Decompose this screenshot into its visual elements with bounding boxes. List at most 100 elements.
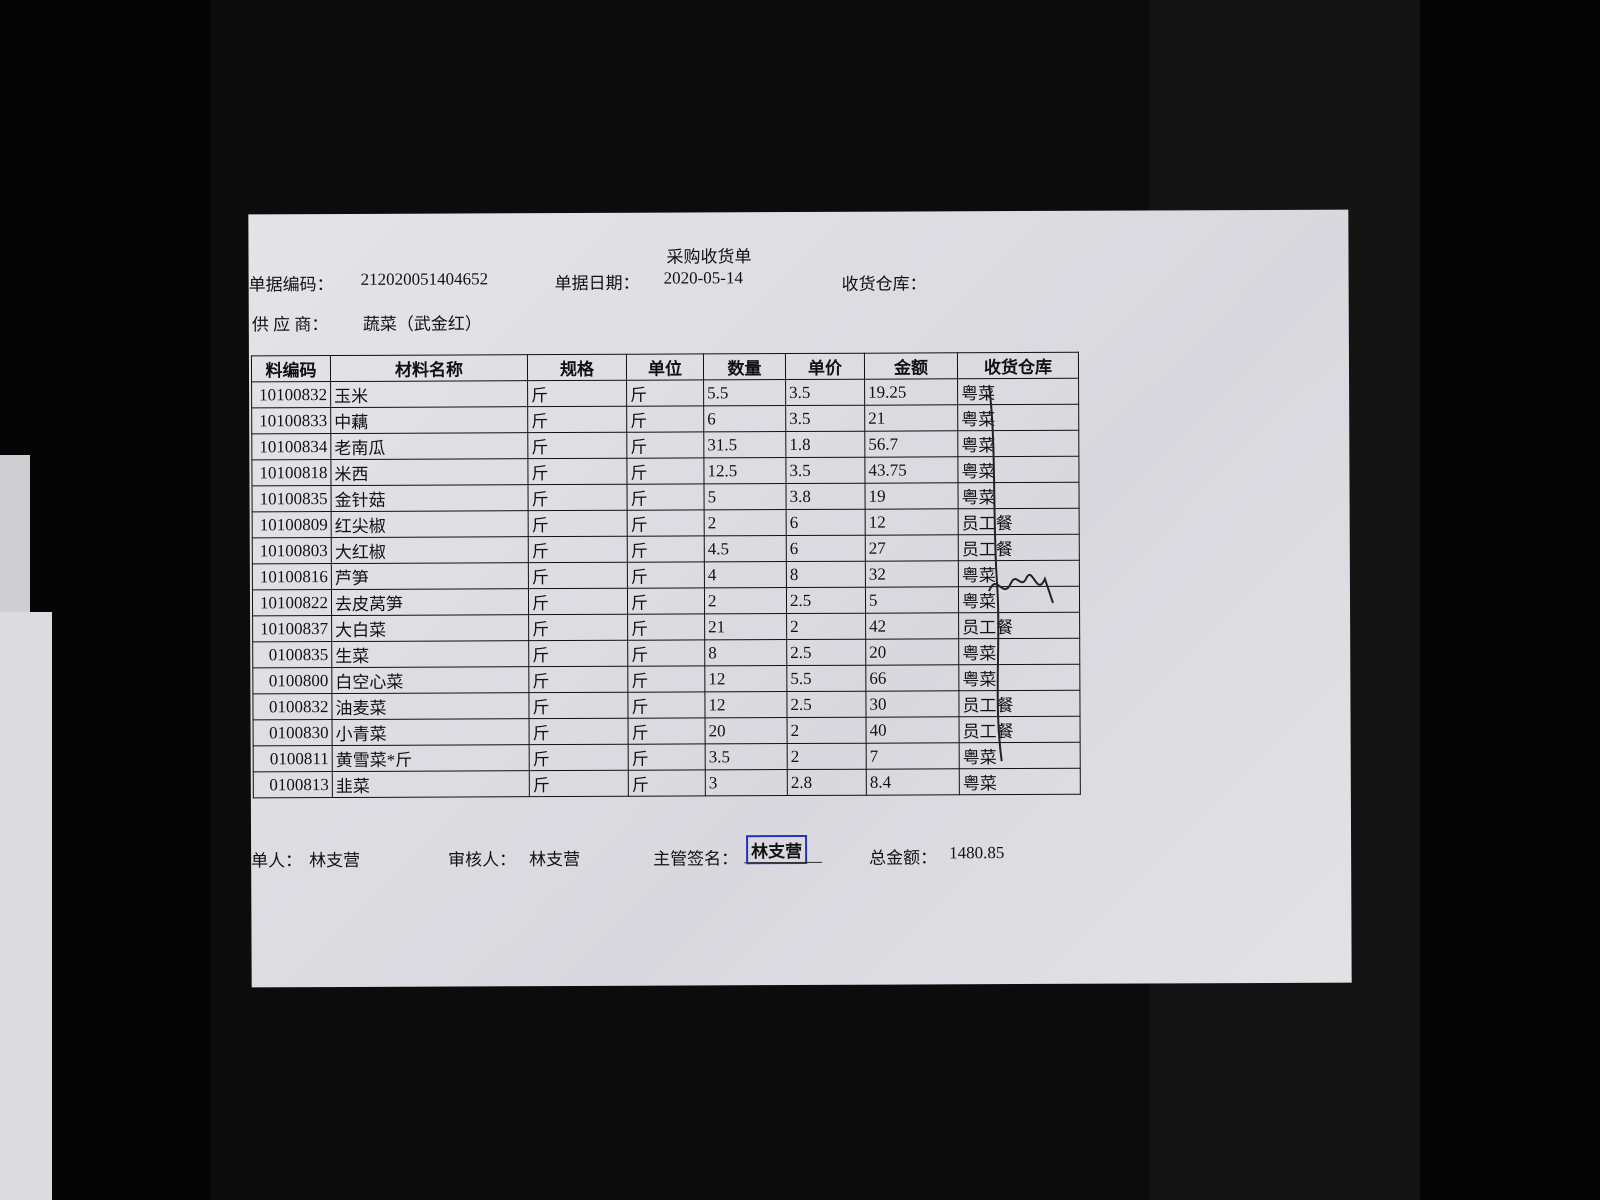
table-cell: 10100837 — [252, 615, 332, 642]
table-cell: 斤 — [527, 432, 627, 459]
stamp: 林支营 — [746, 834, 808, 865]
table-cell: 27 — [865, 534, 959, 562]
table-row: 0100811 黄雪菜*斤斤斤 3.5 2 7 粤菜 — [253, 742, 1081, 772]
column-header: 金额 — [864, 352, 958, 380]
table-row: 10100816 芦笋斤斤 4 8 32 粤菜 — [252, 560, 1080, 590]
table-row: 10100822 去皮莴笋斤斤 2 2.5 5 粤菜 — [252, 586, 1080, 616]
side-paper — [0, 612, 52, 1200]
label: 收货仓库： — [841, 274, 927, 294]
column-header: 收货仓库 — [957, 352, 1079, 379]
table-cell: 大红椒 — [331, 536, 529, 564]
table-cell: 斤 — [627, 587, 705, 615]
table-row: 0100800 白空心菜斤斤 12 5.5 66 粤菜 — [252, 664, 1080, 694]
table-cell: 6 — [703, 405, 786, 432]
table-cell: 5.5 — [786, 665, 866, 692]
table-cell: 金针菇 — [331, 484, 529, 512]
table-cell: 10100816 — [252, 563, 332, 590]
table-cell: 斤 — [529, 770, 629, 797]
table-cell: 1.8 — [785, 431, 865, 458]
table-cell: 2.8 — [787, 769, 867, 796]
value: 1480.85 — [949, 843, 1005, 863]
table-cell: 2.5 — [786, 587, 866, 614]
table-cell: 8 — [786, 561, 866, 588]
table-cell: 8 — [704, 639, 787, 666]
table-cell: 白空心菜 — [331, 666, 529, 694]
signature-line — [744, 861, 823, 864]
table-row: 0100813 韭菜斤斤 3 2.8 8.4 粤菜 — [253, 768, 1081, 798]
table-cell: 斤 — [527, 458, 627, 485]
table-cell: 斤 — [627, 691, 706, 719]
table-cell: 12 — [704, 665, 787, 692]
table-cell: 0100835 — [252, 641, 332, 668]
table-cell: 12 — [865, 508, 959, 536]
table-cell: 19.25 — [864, 378, 958, 406]
table: 料编码 材料名称 规格 单位 数量 单价 金额 收货仓库 10100832 玉米斤斤 5.5 3.5 1… — [251, 352, 1081, 799]
table-cell: 斤 — [627, 561, 705, 589]
table-cell: 2 — [787, 743, 867, 770]
table-row: 0100832 油麦菜斤斤 12 2.5 30 员工餐 — [252, 690, 1081, 720]
label: 供 应 商： — [251, 315, 329, 335]
table-cell: 0100830 — [253, 719, 333, 746]
table-cell: 0100813 — [253, 771, 333, 798]
table-row: 10100818 米西斤斤 12.5 3.5 43.75 粤菜 — [251, 456, 1079, 486]
table-row: 10100809 红尖椒斤斤 2 6 12 员工餐 — [252, 508, 1080, 538]
table-cell: 斤 — [528, 536, 628, 563]
table-cell: 6 — [786, 509, 866, 536]
table-cell: 斤 — [528, 666, 628, 693]
table-cell: 10100818 — [251, 459, 332, 486]
table-row: 10100832 玉米斤斤 5.5 3.5 19.25 粤菜 — [251, 378, 1079, 408]
table-cell: 5.5 — [703, 379, 786, 406]
column-header: 数量 — [703, 353, 786, 380]
table-cell: 30 — [865, 690, 960, 718]
table-cell: 8.4 — [866, 768, 960, 796]
table-cell: 斤 — [528, 484, 628, 511]
table-cell: 斤 — [528, 562, 628, 589]
column-header: 单位 — [626, 353, 704, 381]
column-header: 材料名称 — [330, 354, 528, 382]
table-cell: 43.75 — [864, 456, 958, 484]
table-cell: 粤菜 — [959, 768, 1081, 795]
table-cell: 玉米 — [330, 380, 528, 408]
table-cell: 韭菜 — [332, 770, 530, 798]
table-cell: 红尖椒 — [331, 510, 529, 538]
column-header: 料编码 — [251, 355, 331, 382]
table-cell: 31.5 — [703, 431, 786, 458]
table-cell: 20 — [865, 638, 959, 666]
table-cell: 10100822 — [252, 589, 332, 616]
label: 单据日期： — [554, 273, 640, 294]
table-cell: 斤 — [626, 483, 705, 511]
column-header: 单价 — [785, 353, 865, 380]
value: 林支营 — [309, 850, 361, 871]
table-cell: 32 — [865, 560, 959, 588]
table-cell: 斤 — [626, 379, 704, 407]
table-cell: 斤 — [527, 406, 627, 433]
table-cell: 66 — [865, 664, 959, 692]
table-cell: 斤 — [529, 744, 629, 771]
table-cell: 斤 — [528, 614, 628, 641]
table-cell: 4.5 — [704, 535, 787, 562]
table-cell: 12.5 — [703, 457, 786, 484]
table-cell: 5 — [703, 483, 787, 510]
table-cell: 芦笋 — [331, 562, 529, 590]
handwriting — [988, 386, 1054, 762]
table-cell: 斤 — [628, 769, 706, 797]
table-row: 10100834 老南瓜斤斤 31.5 1.8 56.7 粤菜 — [251, 430, 1079, 460]
value: 林支营 — [529, 849, 581, 870]
table-cell: 42 — [865, 612, 959, 640]
table-cell: 油麦菜 — [331, 692, 530, 720]
table-cell: 3.5 — [785, 405, 865, 432]
table-cell: 0100811 — [253, 745, 333, 772]
table-row: 10100833 中藕斤斤 6 3.5 21 粤菜 — [251, 404, 1079, 434]
label: 单据编码： — [248, 275, 334, 295]
table-cell: 老南瓜 — [330, 432, 528, 460]
value: 2020-05-14 — [663, 268, 743, 288]
label: 审核人： — [448, 850, 517, 870]
table-cell: 10100832 — [251, 381, 331, 408]
table-cell: 大白菜 — [331, 614, 529, 642]
table-cell: 21 — [864, 404, 958, 432]
table-cell: 黄雪菜*斤 — [332, 744, 530, 772]
table-cell: 40 — [866, 716, 960, 744]
table-cell: 斤 — [627, 639, 705, 667]
column-header: 规格 — [527, 354, 627, 381]
